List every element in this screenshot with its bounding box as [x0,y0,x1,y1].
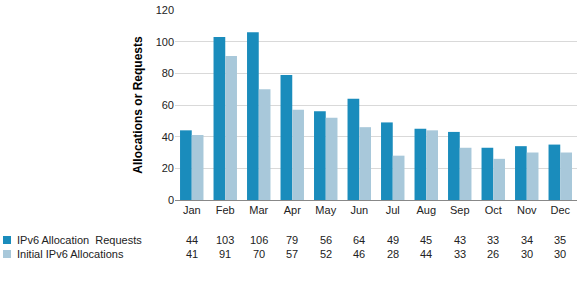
svg-text:49: 49 [387,234,399,246]
svg-text:Nov: Nov [517,204,537,216]
svg-text:20: 20 [162,162,174,174]
svg-text:45: 45 [420,234,432,246]
svg-text:106: 106 [250,234,268,246]
svg-text:Jul: Jul [386,204,400,216]
svg-text:56: 56 [320,234,332,246]
svg-text:70: 70 [253,248,265,260]
svg-text:40: 40 [162,131,174,143]
svg-text:30: 30 [521,248,533,260]
svg-text:Jun: Jun [350,204,368,216]
svg-text:60: 60 [162,99,174,111]
svg-text:May: May [315,204,336,216]
svg-text:41: 41 [186,248,198,260]
svg-text:Feb: Feb [216,204,235,216]
svg-text:Mar: Mar [249,204,268,216]
svg-text:Dec: Dec [550,204,570,216]
svg-text:103: 103 [216,234,234,246]
svg-text:Sep: Sep [450,204,470,216]
svg-text:120: 120 [156,4,174,16]
svg-text:Oct: Oct [485,204,502,216]
svg-text:33: 33 [487,234,499,246]
svg-text:Initial IPv6 Allocations: Initial IPv6 Allocations [17,248,124,260]
svg-text:44: 44 [420,248,432,260]
svg-text:Jan: Jan [183,204,201,216]
svg-text:35: 35 [554,234,566,246]
svg-text:34: 34 [521,234,533,246]
svg-text:30: 30 [554,248,566,260]
svg-text:43: 43 [454,234,466,246]
svg-text:0: 0 [168,194,174,206]
svg-text:26: 26 [487,248,499,260]
svg-text:79: 79 [286,234,298,246]
svg-text:33: 33 [454,248,466,260]
svg-text:Allocations or Requests: Allocations or Requests [131,36,145,174]
svg-text:Aug: Aug [416,204,436,216]
svg-text:80: 80 [162,67,174,79]
svg-text:57: 57 [286,248,298,260]
svg-text:64: 64 [353,234,365,246]
svg-text:28: 28 [387,248,399,260]
svg-text:44: 44 [186,234,198,246]
svg-text:100: 100 [156,36,174,48]
svg-text:52: 52 [320,248,332,260]
svg-text:91: 91 [219,248,231,260]
svg-text:IPv6 Allocation Requests: IPv6 Allocation Requests [17,234,142,246]
svg-text:46: 46 [353,248,365,260]
svg-text:Apr: Apr [284,204,301,216]
